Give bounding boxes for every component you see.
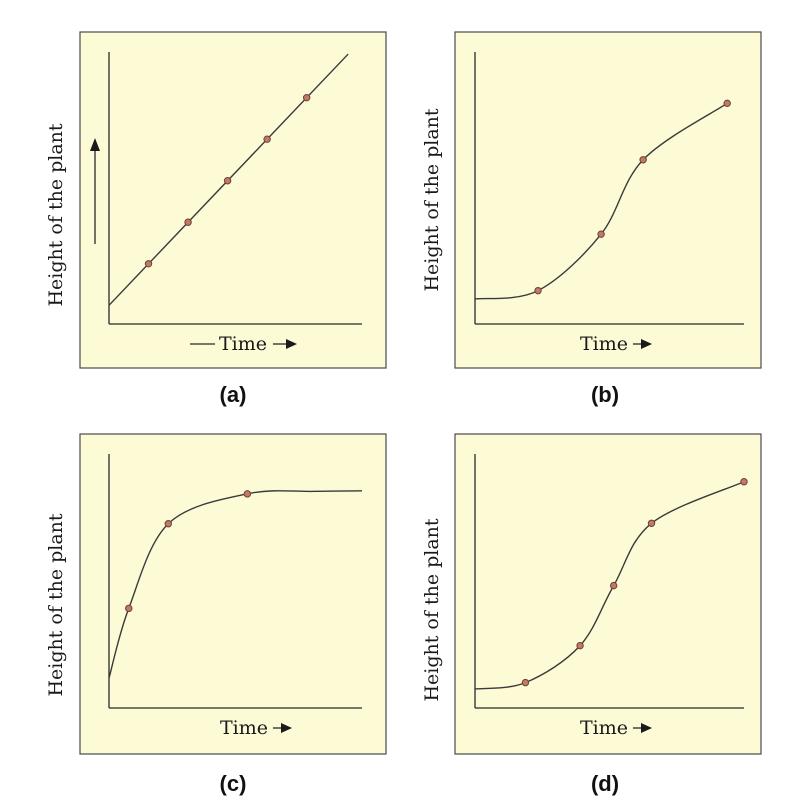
- panel-d-x-arrow-head: [641, 723, 652, 733]
- panel-a-x-arrow-head: [286, 339, 297, 349]
- panel-c-x-arrow-head: [281, 723, 292, 733]
- panel-d-data-point: [521, 678, 530, 687]
- caption-a: (a): [219, 382, 247, 407]
- panel-a-y-arrow-head: [90, 138, 100, 151]
- panel-b-y-axis-label: Height of the plant: [421, 108, 443, 291]
- panel-a-frame: [79, 31, 387, 369]
- panel-d-data-point: [576, 641, 584, 650]
- panel-b-x-axis-label: Time: [580, 333, 628, 355]
- panel-a-x-axis-label: Time: [219, 333, 267, 355]
- panel-a: Height of the plant Time: [45, 31, 387, 369]
- panel-b-points: [534, 99, 731, 295]
- panel-a-data-point: [184, 218, 192, 226]
- panel-c-data-point: [125, 604, 133, 613]
- panel-a-data-point: [223, 177, 232, 185]
- panel-c-growth-curve: [108, 490, 363, 679]
- panel-a-points: [144, 93, 311, 268]
- panel-b-data-point: [597, 230, 605, 238]
- panel-d-data-point: [740, 478, 748, 486]
- panel-b-frame: [454, 31, 762, 369]
- panel-b-data-point: [534, 286, 542, 295]
- caption-b: (b): [590, 382, 620, 407]
- panel-a-data-point: [144, 260, 153, 268]
- caption-d: (d): [590, 771, 620, 796]
- panel-a-y-axis-label: Height of the plant: [45, 123, 67, 306]
- panel-c-x-axis-label: Time: [220, 717, 268, 739]
- panel-b: Height of the plant Time: [421, 31, 762, 369]
- panel-d: Height of the plant Time: [421, 433, 762, 755]
- panel-b-data-point: [639, 156, 647, 164]
- panel-c-y-axis-label: Height of the plant: [45, 513, 67, 696]
- panel-b-x-arrow-head: [641, 339, 652, 349]
- panel-b-data-point: [723, 99, 731, 108]
- panel-d-data-point: [610, 581, 618, 590]
- panel-c-data-point: [243, 490, 252, 498]
- panel-a-data-point: [302, 93, 311, 102]
- panel-c-frame: [79, 433, 387, 755]
- panel-d-frame: [454, 433, 762, 755]
- caption-c: (c): [219, 771, 247, 796]
- panel-d-points: [521, 478, 748, 687]
- panel-c-data-point: [164, 520, 172, 528]
- panel-d-x-axis-label: Time: [580, 717, 628, 739]
- panel-d-data-point: [647, 519, 656, 527]
- panel-c-points: [125, 490, 252, 613]
- panel-c: Height of the plant Time: [45, 433, 387, 755]
- panel-a-data-point: [263, 135, 271, 143]
- panel-d-y-axis-label: Height of the plant: [421, 518, 443, 701]
